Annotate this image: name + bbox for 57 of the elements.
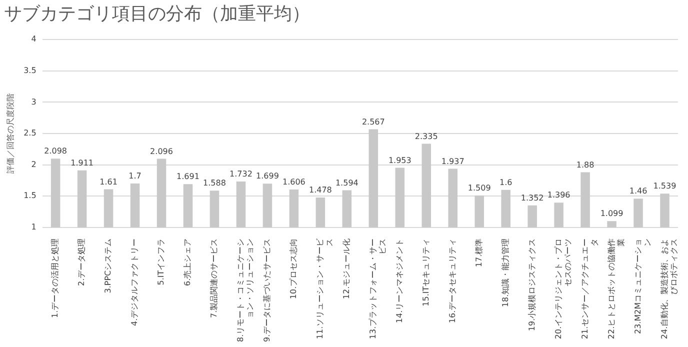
x-tick-label: 14.リーンマネジメント bbox=[394, 238, 404, 324]
x-tick-label: 20.インテリジェント・プロセスのパーツ bbox=[554, 238, 572, 340]
y-tick-label: 3 bbox=[31, 97, 36, 106]
data-label: 1.699 bbox=[256, 172, 279, 181]
data-label: 1.88 bbox=[576, 160, 594, 170]
y-tick-label: 1.5 bbox=[24, 191, 36, 200]
x-tick-label: 22.ヒトとロボットの協働作業 bbox=[606, 238, 626, 340]
data-label: 2.567 bbox=[362, 117, 385, 126]
data-label: 1.7 bbox=[128, 172, 142, 181]
data-label: 1.396 bbox=[547, 190, 570, 200]
x-tick-label: 24.自動化、製造技術、およびロボティクス bbox=[660, 238, 678, 340]
data-label: 1.099 bbox=[600, 209, 624, 218]
x-tick-label: 15.ITセキュリティ bbox=[421, 238, 430, 306]
chart-title: サブカテゴリ項目の分布（加重平均） bbox=[4, 3, 310, 24]
x-tick-label: 8.リモート・コミュニケーション・ソリューション bbox=[236, 238, 255, 342]
x-tick-label: 5.ITインフラ bbox=[156, 238, 166, 286]
data-label: 1.732 bbox=[230, 170, 252, 179]
data-label: 1.509 bbox=[468, 184, 491, 193]
data-label: 1.539 bbox=[653, 182, 676, 191]
data-label: 1.691 bbox=[176, 172, 200, 182]
x-tick-label: 12.モジュール化 bbox=[342, 238, 351, 300]
data-label: 1.953 bbox=[388, 156, 412, 165]
x-tick-label: 16.データセキュリティ bbox=[448, 238, 457, 324]
data-label: 1.594 bbox=[335, 178, 358, 188]
data-label: 1.46 bbox=[629, 186, 648, 196]
data-label: 1.478 bbox=[308, 186, 332, 195]
y-tick-label: 2 bbox=[31, 160, 36, 169]
data-label: 1.937 bbox=[441, 156, 464, 166]
data-label: 1.911 bbox=[70, 158, 94, 168]
x-tick-label: 19.小規模ロジスティクス bbox=[527, 238, 536, 332]
data-label: 1.61 bbox=[100, 177, 118, 186]
x-tick-label: 6.売上シェア bbox=[183, 238, 192, 286]
y-axis-title: 評価／回答の尺度段階 bbox=[6, 93, 15, 174]
x-tick-label: 23.M2Mコミュニケーション bbox=[633, 238, 652, 334]
data-label: 1.352 bbox=[520, 193, 544, 202]
y-tick-label: 3.5 bbox=[24, 66, 36, 75]
data-label: 1.6 bbox=[499, 178, 512, 187]
data-label: 2.098 bbox=[44, 146, 68, 156]
x-tick-label: 2.データ処理 bbox=[77, 238, 86, 286]
x-tick-label: 10.プロセス志向 bbox=[289, 238, 298, 300]
x-tick-label: 3.PPCシステム bbox=[104, 238, 113, 294]
x-tick-label: 18.知識・能力管理 bbox=[500, 238, 510, 308]
x-tick-label: 11.ソリューション・サービス bbox=[316, 237, 334, 340]
x-tick-label: 13.プラットフォーム・サービス bbox=[368, 238, 388, 340]
x-tick-label: 9.データに基づいたサービス bbox=[262, 238, 272, 342]
data-label: 1.606 bbox=[282, 178, 306, 187]
data-label: 2.335 bbox=[414, 132, 438, 141]
x-tick-label: 7.製品関連のサービス bbox=[210, 238, 219, 318]
data-label: 1.588 bbox=[203, 178, 226, 188]
data-label: 2.096 bbox=[150, 146, 173, 156]
x-tick-label: 17.標準 bbox=[474, 238, 484, 268]
x-tick-label: 21.センサー／アクチュエータ bbox=[580, 238, 599, 340]
y-tick-label: 2.5 bbox=[24, 128, 36, 138]
y-tick-label: 1 bbox=[31, 222, 36, 232]
x-tick-label: 4.デジタルファクトリー bbox=[130, 238, 140, 326]
x-tick-label: 1.データの活用と処理 bbox=[50, 238, 60, 318]
y-tick-label: 4 bbox=[31, 34, 36, 44]
